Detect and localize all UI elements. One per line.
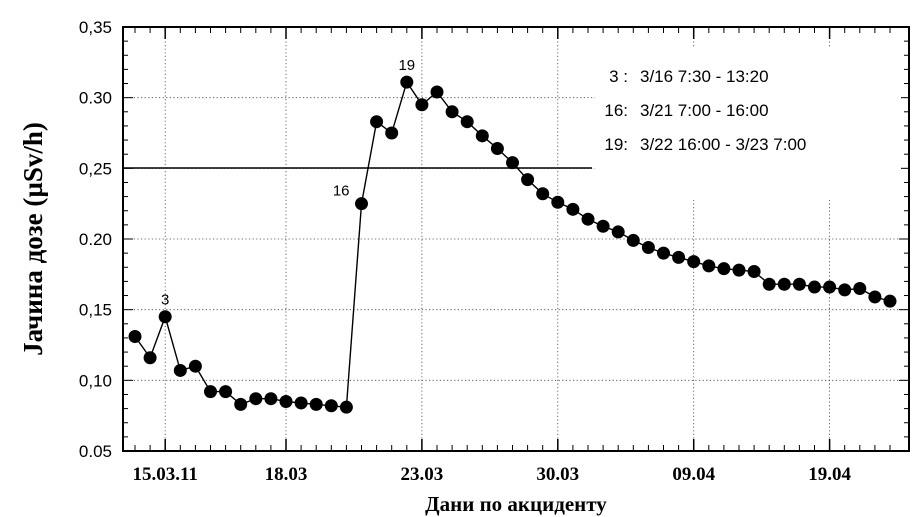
data-point [596, 219, 610, 233]
data-point [536, 187, 550, 201]
data-point [853, 281, 867, 295]
data-point [566, 202, 580, 216]
data-point [294, 396, 308, 410]
plot-frame [122, 26, 910, 452]
x-axis-title: Дани по акциденту [425, 492, 607, 516]
data-point [717, 262, 731, 276]
data-point [173, 363, 187, 377]
data-point [823, 280, 837, 294]
data-point [657, 246, 670, 260]
data-point [355, 197, 368, 211]
x-tick-label: 19.04 [808, 464, 851, 485]
data-point [641, 240, 655, 254]
data-point [702, 259, 716, 273]
x-tick-labels: 15.03.11 18.03 23.03 30.03 09.04 19.04 [132, 464, 851, 485]
x-tick-label: 15.03.11 [132, 464, 197, 485]
data-point [521, 173, 535, 187]
data-points [128, 75, 897, 414]
x-tick-label: 30.03 [536, 464, 579, 485]
data-point [883, 294, 897, 308]
point-annotation: 3 [161, 292, 169, 309]
data-point [234, 397, 248, 411]
data-point [415, 98, 429, 112]
data-point [581, 212, 595, 226]
point-annotations: 3 16 19 [161, 57, 415, 309]
data-point [777, 277, 791, 291]
data-point [611, 225, 625, 239]
y-tick-label: 0.30 [79, 89, 112, 108]
data-point [339, 400, 353, 414]
data-point [490, 142, 504, 156]
data-point [430, 85, 444, 99]
data-point [370, 115, 384, 129]
data-point [128, 330, 142, 344]
data-point [868, 290, 882, 304]
data-point [309, 397, 323, 411]
data-point [204, 385, 217, 399]
point-annotation: 16 [333, 183, 350, 200]
y-tick-label: 0,10 [79, 371, 112, 390]
x-tick-label: 18.03 [265, 464, 308, 485]
data-point [732, 263, 746, 277]
data-point [506, 156, 519, 170]
data-point [672, 250, 686, 264]
data-point [143, 351, 157, 365]
data-point [687, 255, 701, 269]
legend-key: 3 : [609, 67, 628, 86]
y-tick-label: 0.20 [79, 230, 112, 249]
point-annotation: 19 [398, 57, 415, 74]
legend-value: 3/22 16:00 - 3/23 7:00 [640, 135, 806, 154]
data-point [279, 395, 293, 409]
legend-value: 3/21 7:00 - 16:00 [640, 101, 769, 120]
data-point [188, 359, 202, 373]
y-tick-label: 0,35 [79, 18, 112, 37]
legend-key: 19: [604, 135, 628, 154]
data-point [551, 195, 565, 209]
data-point [460, 115, 474, 129]
data-point [838, 283, 852, 297]
legend: 3 : 3/16 7:30 - 13:20 16: 3/21 7:00 - 16:00… [123, 48, 901, 200]
data-point [400, 75, 414, 89]
data-point [158, 310, 172, 324]
y-tick-label: 0,25 [79, 159, 112, 178]
y-tick-labels: 0.05 0,10 0,15 0.20 0,25 0.30 0,35 [79, 18, 112, 461]
y-axis-title: Јачина дозе (µSv/h) [18, 122, 48, 356]
data-point [747, 265, 761, 279]
y-tick-label: 0,15 [79, 301, 112, 320]
data-point [385, 126, 399, 140]
legend-key: 16: [604, 101, 628, 120]
legend-value: 3/16 7:30 - 13:20 [640, 67, 769, 86]
data-point [792, 277, 806, 291]
data-point [808, 280, 821, 294]
data-point [249, 392, 263, 406]
legend-box [595, 48, 901, 200]
x-tick-label: 23.03 [401, 464, 444, 485]
data-point [762, 277, 776, 291]
y-tick-label: 0.05 [79, 442, 112, 461]
data-point [219, 385, 233, 399]
data-point [626, 233, 640, 247]
data-point [475, 129, 489, 143]
data-point [264, 392, 278, 406]
x-tick-label: 09.04 [672, 464, 715, 485]
data-point [445, 105, 459, 119]
data-point [324, 399, 338, 413]
